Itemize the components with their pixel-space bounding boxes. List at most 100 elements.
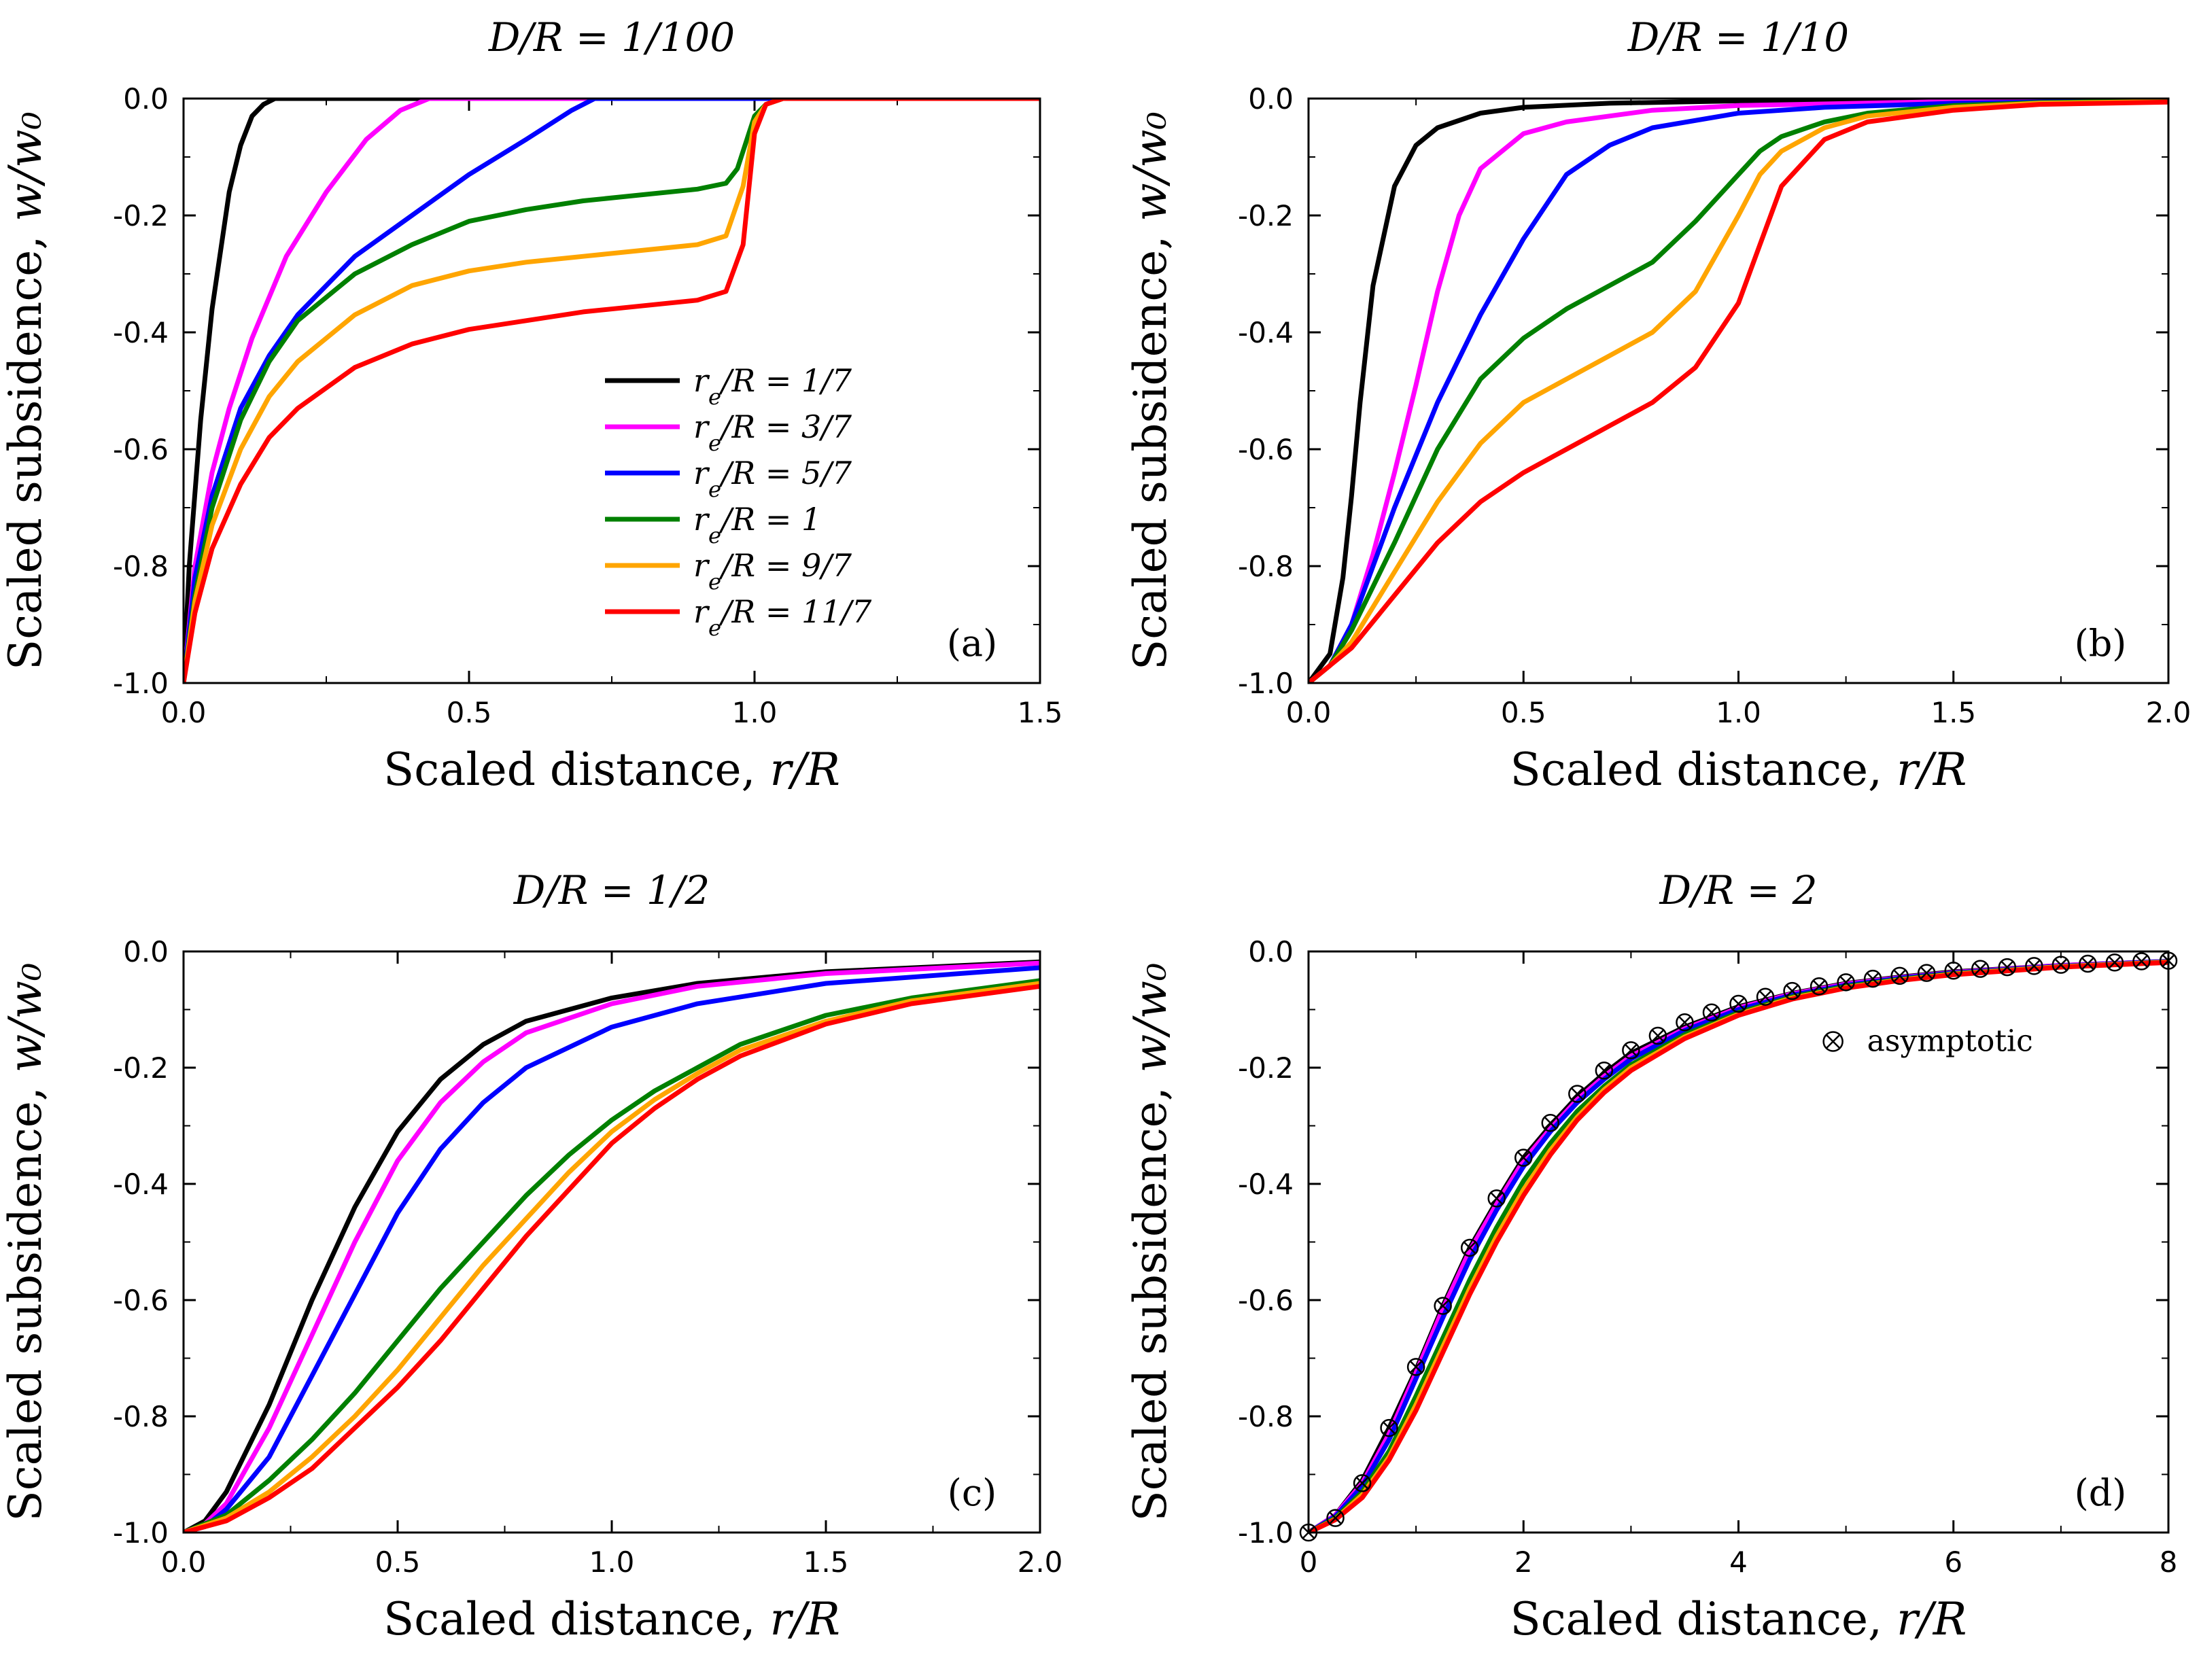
y-tick-label: -0.2 [113,1051,169,1085]
legend-label: re/R = 5/7 [693,455,852,502]
x-tick-label: 1.0 [589,1545,635,1579]
asymptotic-marker [1568,1085,1587,1103]
series-line [184,99,1040,683]
y-tick-label: 0.0 [123,935,169,968]
legend-label: re/R = 1 [693,501,821,548]
x-tick-label: 0.0 [1286,696,1332,729]
plot-frame [182,950,1041,1534]
x-tick-label: 0.5 [1501,696,1546,729]
y-tick-label: -0.8 [1238,1400,1294,1433]
plot-frame [1307,950,2170,1534]
series-line [1309,99,2168,683]
y-tick-label: -0.8 [113,550,169,583]
y-tick-label: 0.0 [1248,82,1294,116]
legend-label: re/R = 1/7 [693,362,852,410]
y-tick-label: 0.0 [1248,935,1294,968]
x-tick-label: 2 [1514,1545,1533,1579]
asymptotic-marker [2025,957,2043,975]
asymptotic-marker [1756,987,1775,1006]
asymptotic-marker [1406,1358,1425,1376]
asymptotic-marker [1514,1149,1533,1167]
legend-label: re/R = 11/7 [693,593,872,641]
series-group [1309,959,2168,1533]
legend-item: re/R = 9/7 [605,547,852,595]
series-line [184,99,1040,683]
legend: re/R = 1/7re/R = 3/7re/R = 5/7re/R = 1re… [605,362,872,641]
panel-b: D/R = 1/10 0.0 0.5 1.0 1.5 2.0 0.0 -0.2 -0.4 -0.6… [1124,14,2191,796]
asymptotic-marker [1998,958,2017,977]
legend-item: re/R = 3/7 [605,408,852,456]
series-line [184,965,1040,1533]
series-line [1309,99,2168,683]
x-tick-label: 6 [1944,1545,1962,1579]
x-tick-label: 0.0 [161,696,207,729]
y-tick-label: 0.0 [123,82,169,116]
asymptotic-marker [2105,953,2124,972]
y-tick-label: -1.0 [113,1516,169,1550]
y-axis-label: Scaled subsidence, w/w₀ [1124,111,1177,670]
asymptotic-marker [1810,977,1829,996]
x-tick-label: 1.5 [1018,696,1063,729]
y-tick-label: -0.4 [1238,1168,1294,1201]
series-line [184,960,1040,1533]
series-line [1309,960,2168,1533]
y-tick-label: -0.4 [113,1168,169,1201]
asymptotic-marker [2132,952,2151,970]
x-tick-label: 2.0 [1018,1545,1063,1579]
panel-title: D/R = 1/100 [488,14,735,60]
asymptotic-marker [1487,1189,1506,1208]
legend-item: re/R = 5/7 [605,455,852,502]
series-line [184,99,1040,683]
y-tick-label: -0.4 [1238,316,1294,349]
x-axis-label: Scaled distance, r/R [383,1593,840,1645]
y-axis-label: Scaled subsidence, w/w₀ [0,962,52,1521]
y-tick-label: -0.6 [1238,1284,1294,1317]
asymptotic-marker [1622,1041,1640,1060]
x-tick-label: 4 [1729,1545,1748,1579]
y-tick-label: -0.6 [113,1284,169,1317]
x-tick-label: 0.5 [447,696,492,729]
series-line [184,978,1040,1533]
y-tick-label: -1.0 [1238,667,1294,700]
series-line [184,99,1040,683]
y-tick-label: -1.0 [1238,1516,1294,1550]
asymptotic-marker [1837,973,1855,992]
asymptotic-marker [1783,981,1801,1000]
legend-item: re/R = 1/7 [605,362,852,410]
panel-title: D/R = 2 [1659,867,1817,913]
panel-label: (b) [2075,622,2127,665]
asymptotic-marker [1380,1418,1398,1437]
legend-item: re/R = 1 [605,501,821,548]
y-axis-label: Scaled subsidence, w/w₀ [0,111,52,670]
plot-frame [1307,97,2170,684]
y-tick-label: -0.6 [1238,433,1294,466]
asymptotic-legend-label: asymptotic [1867,1024,2033,1059]
panel-label: (d) [2075,1471,2127,1514]
asymptotic-marker [1944,961,1962,980]
x-tick-label: 1.5 [803,1545,849,1579]
series-line [184,983,1040,1533]
series-group [1309,99,2168,683]
asymptotic-marker [1460,1238,1479,1257]
x-axis-label: Scaled distance, r/R [1510,1593,1967,1645]
asymptotic-marker [1702,1003,1721,1022]
asymptotic-marker [1595,1062,1614,1080]
y-axis-label: Scaled subsidence, w/w₀ [1124,962,1177,1521]
y-tick-label: -0.6 [113,433,169,466]
asymptotic-marker [1971,960,1990,978]
series-line [1309,959,2168,1533]
y-tick-label: -0.2 [113,199,169,232]
panel-label: (a) [947,622,997,665]
y-tick-label: -0.8 [113,1400,169,1433]
asymptotic-marker [1326,1509,1345,1527]
series-group [184,99,1040,683]
series-line [184,981,1040,1533]
plot-frame [182,97,1041,684]
x-tick-label: 2.0 [2146,696,2192,729]
asymptotic-marker [2051,956,2071,974]
legend-item: re/R = 11/7 [605,593,872,641]
asymptotic-marker [1541,1113,1560,1132]
y-tick-label: -0.4 [113,316,169,349]
series-line [1309,99,2168,683]
